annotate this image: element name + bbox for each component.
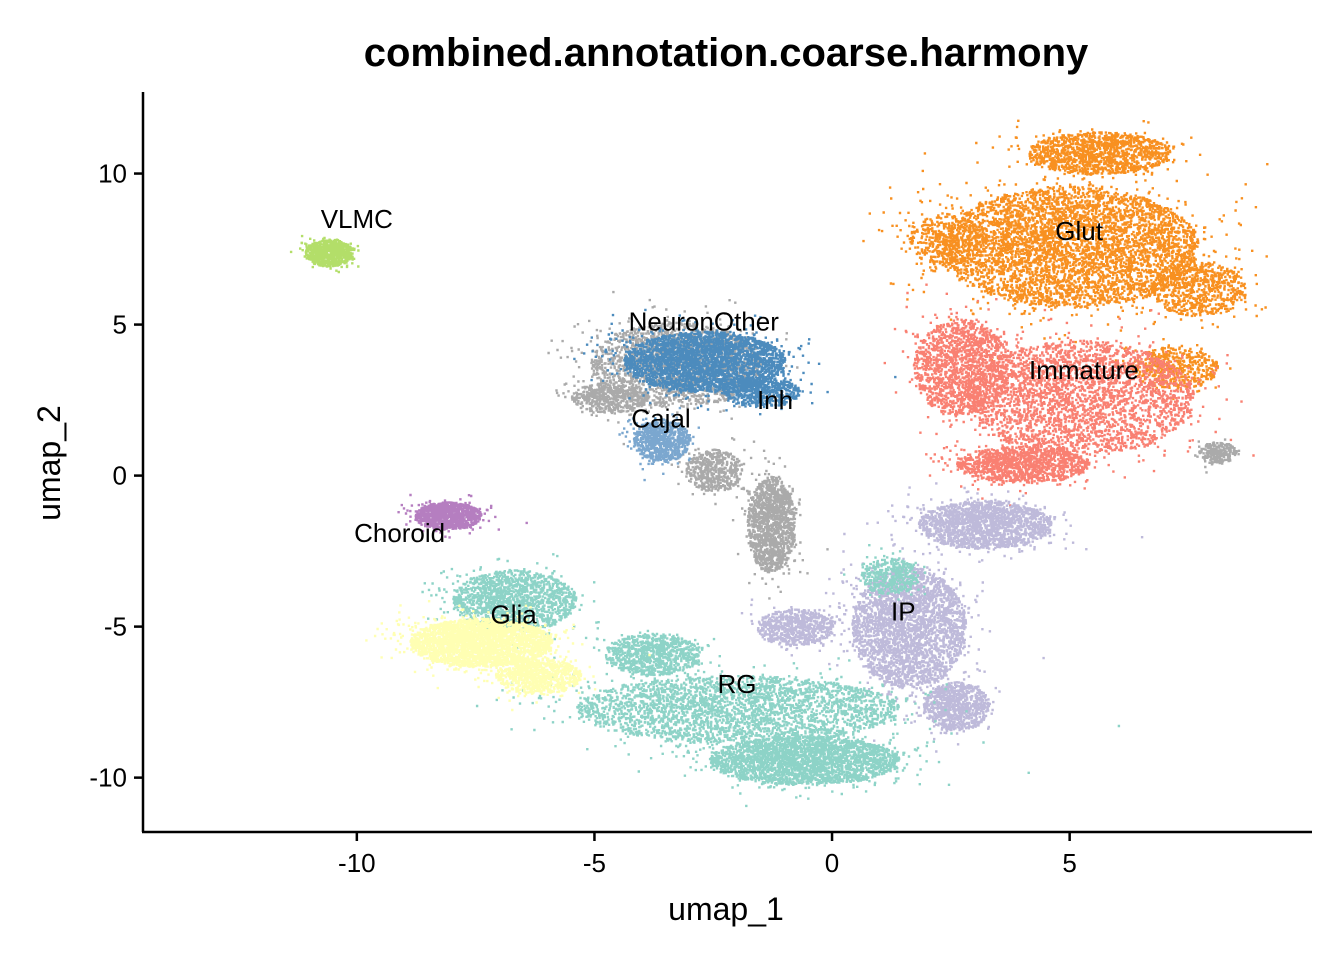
cluster-label-ip: IP	[891, 597, 916, 627]
cluster-label-cajal: Cajal	[631, 403, 690, 433]
cluster-label-immature: Immature	[1029, 355, 1139, 385]
cluster-points-glia	[365, 600, 651, 712]
cluster-points-vlmc	[289, 234, 360, 274]
cluster-labels-layer: Glut Immature IP RG Glia Choroid VLMC NeuronOth…	[321, 204, 1139, 699]
cluster-points-cajal	[618, 406, 700, 482]
cluster-label-vlmc: VLMC	[321, 204, 393, 234]
cluster-label-rg: RG	[718, 669, 757, 699]
cluster-point-cloud	[618, 406, 700, 482]
x-tick-label: -10	[338, 848, 376, 878]
cluster-label-neuronother: NeuronOther	[629, 307, 780, 337]
x-tick-label: 5	[1062, 848, 1076, 878]
x-tick-label: -5	[583, 848, 606, 878]
points-layer	[289, 119, 1269, 808]
cluster-point-cloud	[365, 600, 651, 712]
cluster-point-cloud	[862, 119, 1269, 401]
cluster-label-choroid: Choroid	[354, 518, 445, 548]
y-tick-label: -5	[104, 612, 127, 642]
cluster-points-ip	[740, 482, 1144, 753]
cluster-points-inh	[573, 308, 897, 420]
cluster-point-cloud	[289, 234, 360, 274]
y-tick-label: 0	[113, 461, 127, 491]
cluster-point-cloud	[397, 493, 528, 539]
x-axis-ticks: -10 -5 0 5	[338, 832, 1077, 878]
cluster-point-cloud	[740, 482, 1144, 753]
x-axis-title: umap_1	[668, 891, 784, 927]
cluster-points-immature	[883, 283, 1255, 507]
cluster-points-rg	[421, 544, 1121, 808]
cluster-label-inh: Inh	[757, 385, 793, 415]
x-tick-label: 0	[825, 848, 839, 878]
cluster-label-glia: Glia	[491, 600, 538, 630]
cluster-point-cloud	[421, 544, 1121, 808]
cluster-points-choroid	[397, 493, 528, 539]
cluster-point-cloud	[573, 308, 897, 420]
cluster-point-cloud	[883, 283, 1255, 507]
y-tick-label: 10	[98, 159, 127, 189]
y-tick-label: 5	[113, 310, 127, 340]
chart-title: combined.annotation.coarse.harmony	[364, 31, 1089, 75]
cluster-points-glut	[862, 119, 1269, 401]
y-axis-title: umap_2	[31, 405, 67, 521]
cluster-label-glut: Glut	[1055, 216, 1103, 246]
y-tick-label: -10	[89, 763, 127, 793]
y-axis-ticks: -10 -5 0 5 10	[89, 159, 143, 793]
